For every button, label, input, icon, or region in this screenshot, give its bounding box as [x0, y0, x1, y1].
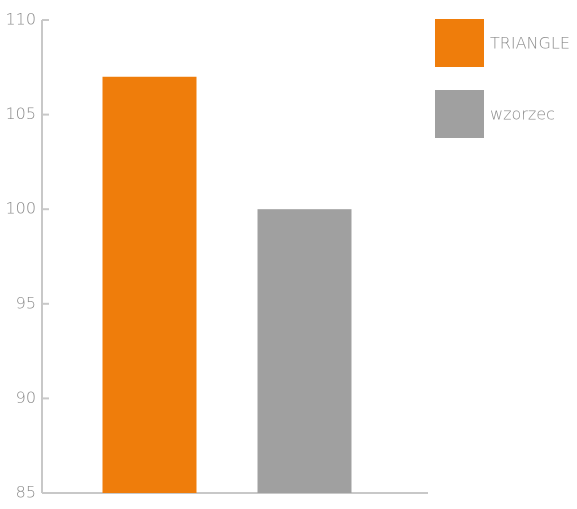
- bar: [257, 209, 352, 493]
- legend-swatch: [435, 19, 484, 67]
- legend-label: TRIANGLE: [490, 34, 570, 53]
- legend-swatch: [435, 90, 484, 138]
- y-tick-label: 95: [16, 293, 36, 312]
- y-tick-label: 90: [16, 388, 36, 407]
- bar: [102, 76, 197, 493]
- y-tick-label: 85: [16, 483, 36, 502]
- legend-label: wzorzec: [490, 105, 555, 124]
- y-tick-label: 105: [5, 104, 36, 123]
- y-tick-label: 100: [5, 199, 36, 218]
- y-tick-label: 110: [5, 10, 36, 29]
